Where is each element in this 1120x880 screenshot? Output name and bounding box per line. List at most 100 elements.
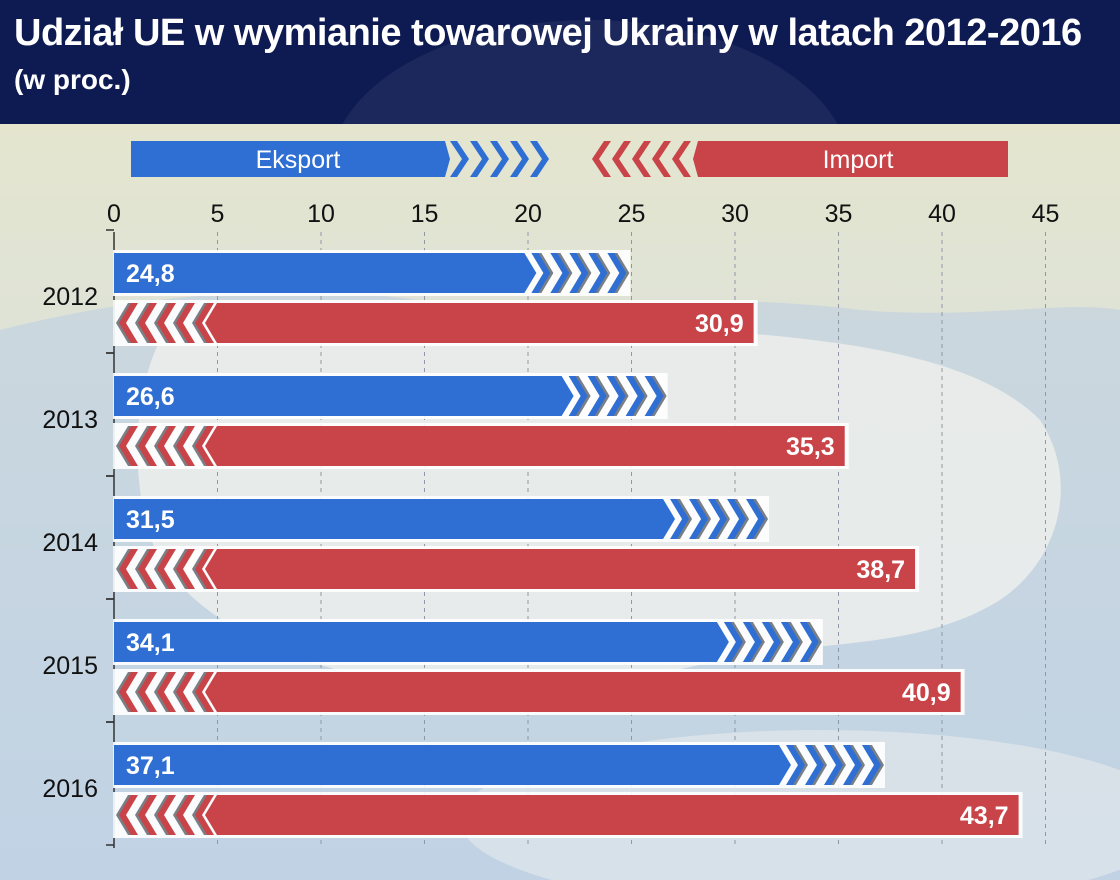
import-value-label: 43,7 xyxy=(960,802,1009,830)
y-tick-label: 2015 xyxy=(42,652,98,680)
export-chevron xyxy=(727,499,747,539)
import-chevron xyxy=(195,303,214,343)
import-chevron xyxy=(138,795,157,835)
import-value-label: 35,3 xyxy=(786,433,835,461)
legend-import-chevron xyxy=(592,141,611,177)
export-chevron xyxy=(644,376,664,416)
export-bar xyxy=(114,253,537,293)
export-chevron xyxy=(799,622,819,662)
import-chevron xyxy=(176,303,195,343)
import-chevron xyxy=(138,426,157,466)
bar-group-2012: 2012 24,8 30,9 xyxy=(42,229,758,354)
x-tick-label: 0 xyxy=(107,200,121,228)
legend-export-arrow-tip xyxy=(431,141,450,177)
import-bar xyxy=(205,549,916,589)
import-chevron xyxy=(195,426,214,466)
export-chevron xyxy=(569,253,589,293)
export-chevron xyxy=(670,499,690,539)
export-chevron xyxy=(606,376,626,416)
legend-import-chevron xyxy=(632,141,651,177)
export-chevron xyxy=(785,745,805,785)
export-chevron xyxy=(689,499,709,539)
export-bar xyxy=(114,376,574,416)
bar-group-2014: 2014 31,5 38,7 xyxy=(42,475,920,600)
import-chevron xyxy=(176,549,195,589)
export-chevron xyxy=(588,253,608,293)
export-chevron xyxy=(568,376,588,416)
export-chevron xyxy=(842,745,862,785)
legend-import-arrow-tip xyxy=(693,141,710,177)
legend-import-chevron xyxy=(652,141,671,177)
chart-header: Udział UE w wymianie towarowej Ukrainy w… xyxy=(0,0,1120,124)
import-bar xyxy=(205,672,961,712)
import-chevron xyxy=(138,303,157,343)
import-bar xyxy=(205,426,845,466)
import-chevron xyxy=(138,672,157,712)
export-bar xyxy=(114,745,791,785)
legend-export-chevron xyxy=(510,141,529,177)
import-chevron xyxy=(157,303,176,343)
y-tick-label: 2013 xyxy=(42,406,98,434)
import-chevron xyxy=(195,549,214,589)
export-chevron xyxy=(723,622,743,662)
x-tick-label: 10 xyxy=(307,200,335,228)
y-tick-label: 2016 xyxy=(42,775,98,803)
x-tick-label: 35 xyxy=(825,200,853,228)
export-chevron xyxy=(746,499,766,539)
bar-chart: Eksport Import 0 5 10 15 20 25 30 35 40 45 2012 24,8 3… xyxy=(42,141,1060,848)
import-chevron xyxy=(119,303,138,343)
export-chevron xyxy=(625,376,645,416)
x-tick-label: 40 xyxy=(928,200,956,228)
export-chevron xyxy=(742,622,762,662)
legend-import-label: Import xyxy=(823,146,894,174)
legend-export-label: Eksport xyxy=(256,146,341,174)
x-tick-label: 20 xyxy=(514,200,542,228)
legend-export-chevron xyxy=(470,141,489,177)
chart-title: Udział UE w wymianie towarowej Ukrainy w… xyxy=(14,12,1082,54)
import-chevron xyxy=(157,672,176,712)
export-bar xyxy=(114,499,676,539)
legend-export-chevron xyxy=(490,141,509,177)
export-value-label: 26,6 xyxy=(126,383,175,411)
y-tick-label: 2012 xyxy=(42,283,98,311)
export-value-label: 24,8 xyxy=(126,260,175,288)
import-chevron xyxy=(138,549,157,589)
import-chevron xyxy=(176,672,195,712)
x-tick-label: 15 xyxy=(411,200,439,228)
legend-export-chevron xyxy=(450,141,469,177)
import-chevron xyxy=(176,795,195,835)
import-chevron xyxy=(157,549,176,589)
x-tick-label: 5 xyxy=(211,200,225,228)
chart-subtitle: (w proc.) xyxy=(14,64,131,95)
legend-export-bar xyxy=(131,141,431,177)
export-chevron xyxy=(761,622,781,662)
import-chevron xyxy=(157,795,176,835)
export-chevron xyxy=(607,253,627,293)
export-bar xyxy=(114,622,729,662)
import-bar xyxy=(205,303,754,343)
export-value-label: 34,1 xyxy=(126,629,175,657)
legend-import-chevron xyxy=(612,141,631,177)
import-chevron xyxy=(119,672,138,712)
import-chevron xyxy=(195,672,214,712)
export-chevron xyxy=(861,745,881,785)
import-value-label: 40,9 xyxy=(902,679,951,707)
export-value-label: 31,5 xyxy=(126,506,175,534)
export-chevron xyxy=(804,745,824,785)
bar-group-2015: 2015 34,1 40,9 xyxy=(42,598,965,723)
legend-import-bar xyxy=(710,141,1008,177)
bar-group-2013: 2013 26,6 35,3 xyxy=(42,352,849,477)
export-chevron xyxy=(780,622,800,662)
import-chevron xyxy=(157,426,176,466)
import-chevron xyxy=(119,426,138,466)
x-tick-label: 45 xyxy=(1032,200,1060,228)
legend-import-chevron xyxy=(672,141,691,177)
import-chevron xyxy=(119,795,138,835)
x-tick-label: 25 xyxy=(618,200,646,228)
import-value-label: 38,7 xyxy=(856,556,905,584)
export-chevron xyxy=(823,745,843,785)
import-bar xyxy=(205,795,1019,835)
export-chevron xyxy=(550,253,570,293)
x-tick-label: 30 xyxy=(721,200,749,228)
bar-group-2016: 2016 37,1 43,7 xyxy=(42,721,1023,846)
